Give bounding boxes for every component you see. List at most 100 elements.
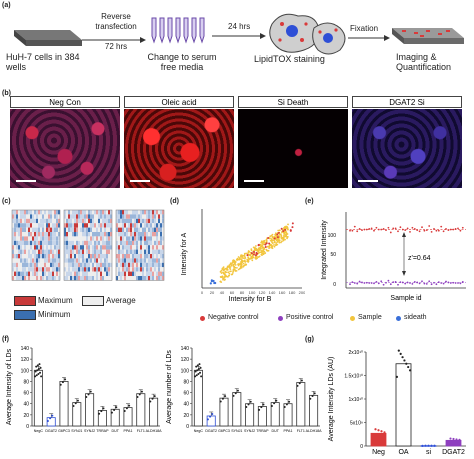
heatmap-cell bbox=[20, 254, 22, 259]
data-point bbox=[110, 411, 113, 414]
heatmap-cell bbox=[98, 214, 100, 219]
heatmap-cell bbox=[32, 262, 34, 268]
heatmap-cell bbox=[58, 271, 60, 276]
heatmap-cell bbox=[72, 240, 74, 246]
data-point bbox=[245, 406, 248, 409]
heatmap-cell bbox=[88, 258, 90, 263]
heatmap-cell bbox=[146, 249, 148, 254]
heatmap-cell bbox=[136, 232, 138, 237]
data-point bbox=[383, 431, 386, 434]
heatmap-cell bbox=[76, 276, 78, 281]
sample-point bbox=[261, 247, 263, 249]
heatmap-cell bbox=[32, 218, 34, 224]
heatmap-cell bbox=[136, 218, 138, 224]
positive-control-point bbox=[461, 280, 464, 283]
heatmap-cell bbox=[22, 214, 24, 219]
heatmap-cell bbox=[44, 245, 46, 250]
y-axis-label: Average Intensity of LDs bbox=[6, 348, 13, 425]
heatmap-cell bbox=[116, 227, 118, 232]
positive-control-point bbox=[380, 280, 383, 283]
heatmap-cell bbox=[126, 262, 128, 268]
heatmap-cell bbox=[152, 240, 154, 246]
heatmap-cell bbox=[102, 214, 104, 219]
heatmap-cell bbox=[40, 240, 42, 246]
heatmap-cell bbox=[162, 254, 164, 259]
heatmap-cell bbox=[14, 262, 16, 268]
heatmap-cell bbox=[156, 232, 158, 237]
heatmap-cell bbox=[58, 214, 60, 219]
heatmap-cell bbox=[12, 236, 14, 241]
heatmap-cell bbox=[126, 267, 128, 272]
sample-point bbox=[264, 252, 266, 255]
heatmap-cell bbox=[78, 218, 80, 224]
heatmap-cell bbox=[14, 227, 16, 232]
data-point bbox=[89, 390, 92, 393]
heatmap-cell bbox=[102, 258, 104, 263]
heatmap-cell bbox=[158, 271, 160, 276]
image-neg-con bbox=[10, 109, 120, 188]
heatmap-cell bbox=[44, 271, 46, 276]
heatmap-cell bbox=[140, 218, 142, 224]
heatmap-cell bbox=[50, 267, 52, 272]
bar-dgat2 bbox=[206, 415, 216, 427]
heatmap-cell bbox=[108, 267, 110, 272]
heatmap-cell bbox=[64, 258, 66, 263]
bar-oa bbox=[395, 363, 412, 447]
heatmap-cell bbox=[56, 214, 58, 219]
heatmap-cell bbox=[150, 223, 152, 228]
sample-point bbox=[223, 273, 226, 276]
step-72hrs-label: 72 hrs bbox=[104, 42, 128, 51]
heatmap-cell bbox=[16, 245, 18, 250]
heatmap-cell bbox=[12, 258, 14, 263]
heatmap-cell bbox=[68, 258, 70, 263]
heatmap-cell bbox=[92, 276, 94, 281]
heatmap-cell bbox=[108, 276, 110, 281]
heatmap-cell bbox=[30, 245, 32, 250]
negative-control-point bbox=[430, 230, 433, 233]
heatmap-cell bbox=[68, 276, 70, 281]
sample-point bbox=[278, 241, 281, 244]
negative-control-point bbox=[291, 226, 294, 229]
heatmap-cell bbox=[78, 214, 80, 219]
positive-control-point bbox=[353, 282, 356, 284]
heatmap-cell bbox=[154, 232, 156, 237]
heatmap-cell bbox=[136, 271, 138, 276]
data-point bbox=[258, 408, 261, 411]
heatmap-cell bbox=[134, 249, 136, 254]
x-tick-label: PPA1 bbox=[124, 429, 133, 433]
sample-point bbox=[268, 245, 271, 248]
heatmap-cell bbox=[98, 258, 100, 263]
negative-control-point bbox=[397, 230, 399, 233]
heatmap-plate-frame bbox=[11, 209, 61, 281]
heatmap-cell bbox=[124, 240, 126, 246]
heatmap-cell bbox=[52, 258, 54, 263]
heatmap-cell bbox=[12, 232, 14, 237]
heatmap-cell bbox=[78, 249, 80, 254]
sample-point bbox=[275, 236, 278, 239]
heatmap-cell bbox=[36, 214, 38, 219]
heatmap-cell bbox=[146, 223, 148, 228]
heatmap-cell bbox=[144, 236, 146, 241]
heatmap-cell bbox=[118, 227, 120, 232]
heatmap-cell bbox=[106, 262, 108, 268]
heatmap-cell bbox=[124, 232, 126, 237]
heatmap-cell bbox=[22, 258, 24, 263]
heatmap-cell bbox=[40, 227, 42, 232]
y-tick-label: 40 bbox=[183, 402, 189, 408]
heatmap-cell bbox=[20, 262, 22, 268]
heatmap-cell bbox=[130, 232, 132, 237]
heatmap-cell bbox=[20, 276, 22, 281]
negative-control-point bbox=[418, 230, 421, 233]
heatmap-cell bbox=[146, 245, 148, 250]
heatmap-cell bbox=[86, 218, 88, 224]
heatmap-cell bbox=[100, 267, 102, 272]
data-point bbox=[197, 372, 200, 375]
heatmap-cell bbox=[68, 210, 70, 215]
heatmap-cell bbox=[152, 254, 154, 259]
heatmap-cell bbox=[72, 214, 74, 219]
sample-point bbox=[266, 249, 269, 252]
heatmap-cell bbox=[162, 223, 164, 228]
sample-point bbox=[273, 241, 276, 244]
heatmap-cell bbox=[86, 210, 88, 215]
heatmap-cell bbox=[40, 254, 42, 259]
